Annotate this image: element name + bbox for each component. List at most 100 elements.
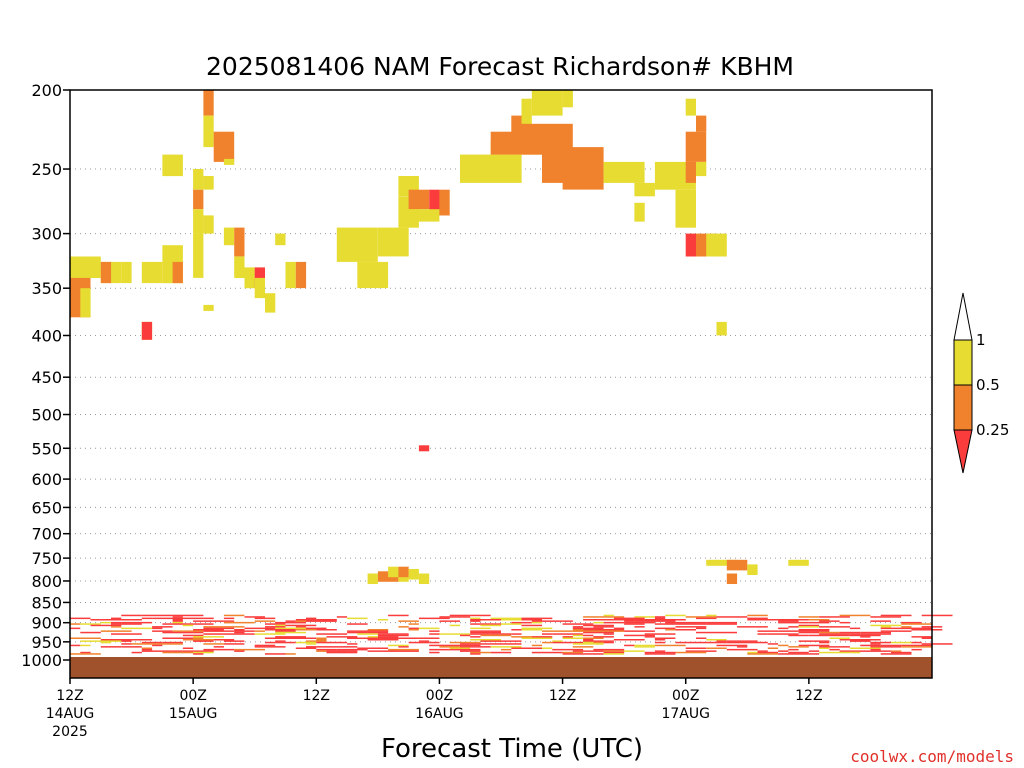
surface-cell-349 <box>572 643 604 645</box>
ri-cell-24 <box>223 227 235 246</box>
surface-cell-99 <box>798 621 809 624</box>
surface-cell-142 <box>788 626 799 628</box>
surface-cell-435 <box>839 650 871 652</box>
y-tick-label-800: 800 <box>31 572 62 591</box>
surface-cell-215 <box>583 631 614 634</box>
ri-cell-53 <box>603 161 645 183</box>
surface-cell-41 <box>521 617 553 620</box>
surface-cell-3 <box>223 614 245 617</box>
surface-cell-227 <box>357 633 378 635</box>
surface-cell-26 <box>819 616 840 618</box>
surface-cell-184 <box>675 629 696 631</box>
surface-cell-14 <box>921 614 953 617</box>
credit-text: coolwx.com/models <box>850 747 1014 766</box>
surface-cell-339 <box>911 641 922 644</box>
surface-cell-313 <box>798 640 830 642</box>
surface-cell-338 <box>891 641 912 644</box>
surface-cell-302 <box>193 640 214 642</box>
surface-cell-239 <box>767 633 799 635</box>
surface-cell-85 <box>111 621 122 624</box>
surface-cell-358 <box>429 644 460 647</box>
x-tick-label-5-0: 00Z <box>672 688 699 704</box>
surface-cell-407 <box>439 648 450 651</box>
ri-cell-17 <box>193 169 204 190</box>
surface-cell-315 <box>100 641 112 644</box>
ri-cell-47 <box>521 98 532 132</box>
surface-cell-9 <box>706 614 717 617</box>
surface-cell-160 <box>470 627 491 630</box>
surface-cell-355 <box>152 644 163 647</box>
ri-cell-14 <box>203 115 214 148</box>
ri-cell-27 <box>244 267 255 289</box>
surface-cell-243 <box>182 634 194 637</box>
surface-cell-232 <box>490 633 512 635</box>
ri-cell-2 <box>80 288 91 318</box>
surface-cell-440 <box>162 651 194 654</box>
plot-frame <box>69 89 933 679</box>
ri-cell-65 <box>706 233 717 257</box>
surface-cell-419 <box>182 650 214 652</box>
surface-cell-450 <box>644 651 676 654</box>
surface-cell-236 <box>603 633 614 635</box>
surface-cell-332 <box>675 641 696 644</box>
surface-cell-265 <box>593 636 614 638</box>
surface-cell-203 <box>757 630 778 632</box>
surface-cell-454 <box>788 651 809 654</box>
ri-cell-60 <box>696 115 707 132</box>
surface-cell-225 <box>254 633 286 635</box>
surface-cell-122 <box>285 624 317 627</box>
surface-cell-318 <box>265 641 276 644</box>
surface-cell-229 <box>429 633 440 635</box>
surface-cell-461 <box>285 653 296 655</box>
surface-cell-356 <box>254 644 276 647</box>
colorbar-bin-1 <box>953 384 973 431</box>
surface-cell-224 <box>223 633 255 635</box>
ri-cell-41 <box>439 189 450 216</box>
surface-cell-369 <box>901 644 932 647</box>
surface-cell-259 <box>367 636 378 638</box>
surface-cell-80 <box>665 620 676 622</box>
surface-cell-35 <box>254 617 276 620</box>
surface-cell-37 <box>347 617 368 620</box>
surface-cell-446 <box>531 651 563 654</box>
surface-cell-360 <box>531 644 543 647</box>
ri-cell-26 <box>234 256 245 278</box>
surface-cell-237 <box>644 633 676 635</box>
surface-cell-172 <box>234 629 245 631</box>
surface-cell-426 <box>460 650 481 652</box>
surface-cell-107 <box>193 623 214 625</box>
surface-cell-394 <box>542 647 553 649</box>
surface-cell-219 <box>819 631 840 634</box>
surface-cell-117 <box>706 623 737 625</box>
surface-cell-417 <box>141 650 173 652</box>
surface-cell-299 <box>80 640 91 642</box>
surface-cell-216 <box>696 631 717 634</box>
surface-cell-95 <box>665 621 686 624</box>
surface-cell-345 <box>306 643 317 645</box>
surface-cell-133 <box>234 626 245 628</box>
surface-cell-175 <box>316 629 337 631</box>
surface-cell-90 <box>511 621 532 624</box>
surface-cell-250 <box>624 634 655 637</box>
surface-cell-294 <box>613 639 645 641</box>
surface-cell-201 <box>603 630 625 632</box>
y-tick-label-700: 700 <box>31 525 62 544</box>
surface-cell-177 <box>408 629 419 631</box>
surface-cell-150 <box>70 627 81 630</box>
x-tick-label-0-2: 2025 <box>52 724 88 740</box>
x-tick-label-1-0: 00Z <box>179 688 206 704</box>
colorbar-label-1: 0.5 <box>976 376 1000 394</box>
surface-cell-38 <box>418 617 450 620</box>
surface-cell-210 <box>234 631 245 634</box>
surface-cell-132 <box>223 626 235 628</box>
surface-cell-112 <box>501 623 522 625</box>
surface-cell-108 <box>265 623 286 625</box>
surface-cell-162 <box>572 627 604 630</box>
ri-cell-78 <box>408 569 419 580</box>
ri-cell-77 <box>398 566 409 578</box>
ri-cell-71 <box>747 564 758 575</box>
surface-cell-222 <box>111 633 142 635</box>
surface-cell-159 <box>418 627 440 630</box>
surface-cell-388 <box>141 647 153 649</box>
surface-cell-289 <box>213 639 235 641</box>
